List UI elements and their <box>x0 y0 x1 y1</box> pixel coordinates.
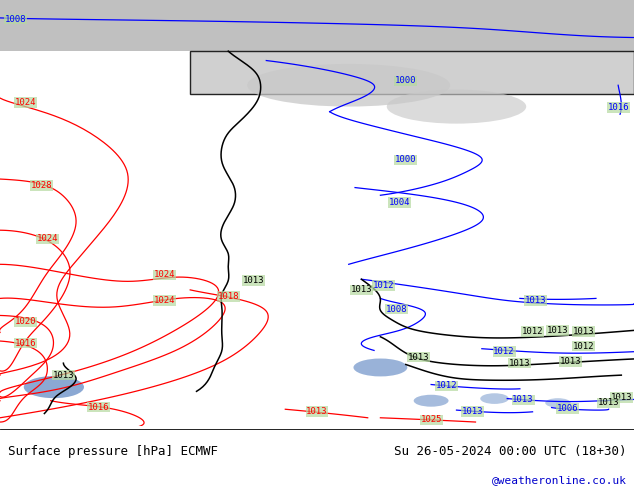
Text: 1013: 1013 <box>306 407 328 416</box>
Text: 1025: 1025 <box>420 416 442 424</box>
Text: 1018: 1018 <box>217 292 239 301</box>
Ellipse shape <box>24 376 84 398</box>
Text: @weatheronline.co.uk: @weatheronline.co.uk <box>491 475 626 486</box>
Text: 1013: 1013 <box>560 357 581 366</box>
Text: 1000: 1000 <box>395 76 417 85</box>
Text: 1028: 1028 <box>30 181 52 190</box>
Ellipse shape <box>354 359 407 376</box>
Text: 1004: 1004 <box>389 198 410 207</box>
Ellipse shape <box>481 393 508 404</box>
Text: 1000: 1000 <box>395 155 417 164</box>
Text: 1006: 1006 <box>557 404 578 413</box>
Text: 1020: 1020 <box>15 318 36 326</box>
Bar <box>0 0 634 51</box>
Text: 1013: 1013 <box>509 359 531 368</box>
Text: Su 26-05-2024 00:00 UTC (18+30): Su 26-05-2024 00:00 UTC (18+30) <box>394 445 626 458</box>
Ellipse shape <box>413 395 449 407</box>
Text: 1012: 1012 <box>493 347 515 356</box>
FancyBboxPatch shape <box>190 51 634 94</box>
Text: 1008: 1008 <box>385 305 407 314</box>
Text: 1013: 1013 <box>547 326 569 335</box>
Text: 1016: 1016 <box>87 403 109 412</box>
Text: 1024: 1024 <box>154 270 176 279</box>
Text: 1013: 1013 <box>243 276 264 285</box>
Text: 1013: 1013 <box>573 327 594 336</box>
Text: 1013: 1013 <box>525 296 547 305</box>
Text: 1013: 1013 <box>53 370 74 380</box>
Text: 1016: 1016 <box>607 103 629 112</box>
Text: 1012: 1012 <box>436 381 458 391</box>
Text: 1016: 1016 <box>15 339 36 348</box>
Text: 1013: 1013 <box>512 395 534 404</box>
Text: Surface pressure [hPa] ECMWF: Surface pressure [hPa] ECMWF <box>8 445 217 458</box>
Text: 1013: 1013 <box>611 393 632 402</box>
Text: 1013: 1013 <box>351 285 372 294</box>
Text: 1024: 1024 <box>37 234 58 243</box>
Text: 1024: 1024 <box>15 98 36 107</box>
Text: 1012: 1012 <box>573 342 594 351</box>
Text: 1012: 1012 <box>373 281 394 290</box>
Ellipse shape <box>387 90 526 123</box>
Text: 1012: 1012 <box>522 327 543 336</box>
Text: 1013: 1013 <box>462 407 483 416</box>
Text: 1008: 1008 <box>5 15 27 24</box>
Ellipse shape <box>545 398 571 408</box>
Text: 1013: 1013 <box>408 353 429 362</box>
Ellipse shape <box>247 64 450 106</box>
Text: 1013: 1013 <box>598 398 619 407</box>
Text: 1024: 1024 <box>154 296 176 305</box>
